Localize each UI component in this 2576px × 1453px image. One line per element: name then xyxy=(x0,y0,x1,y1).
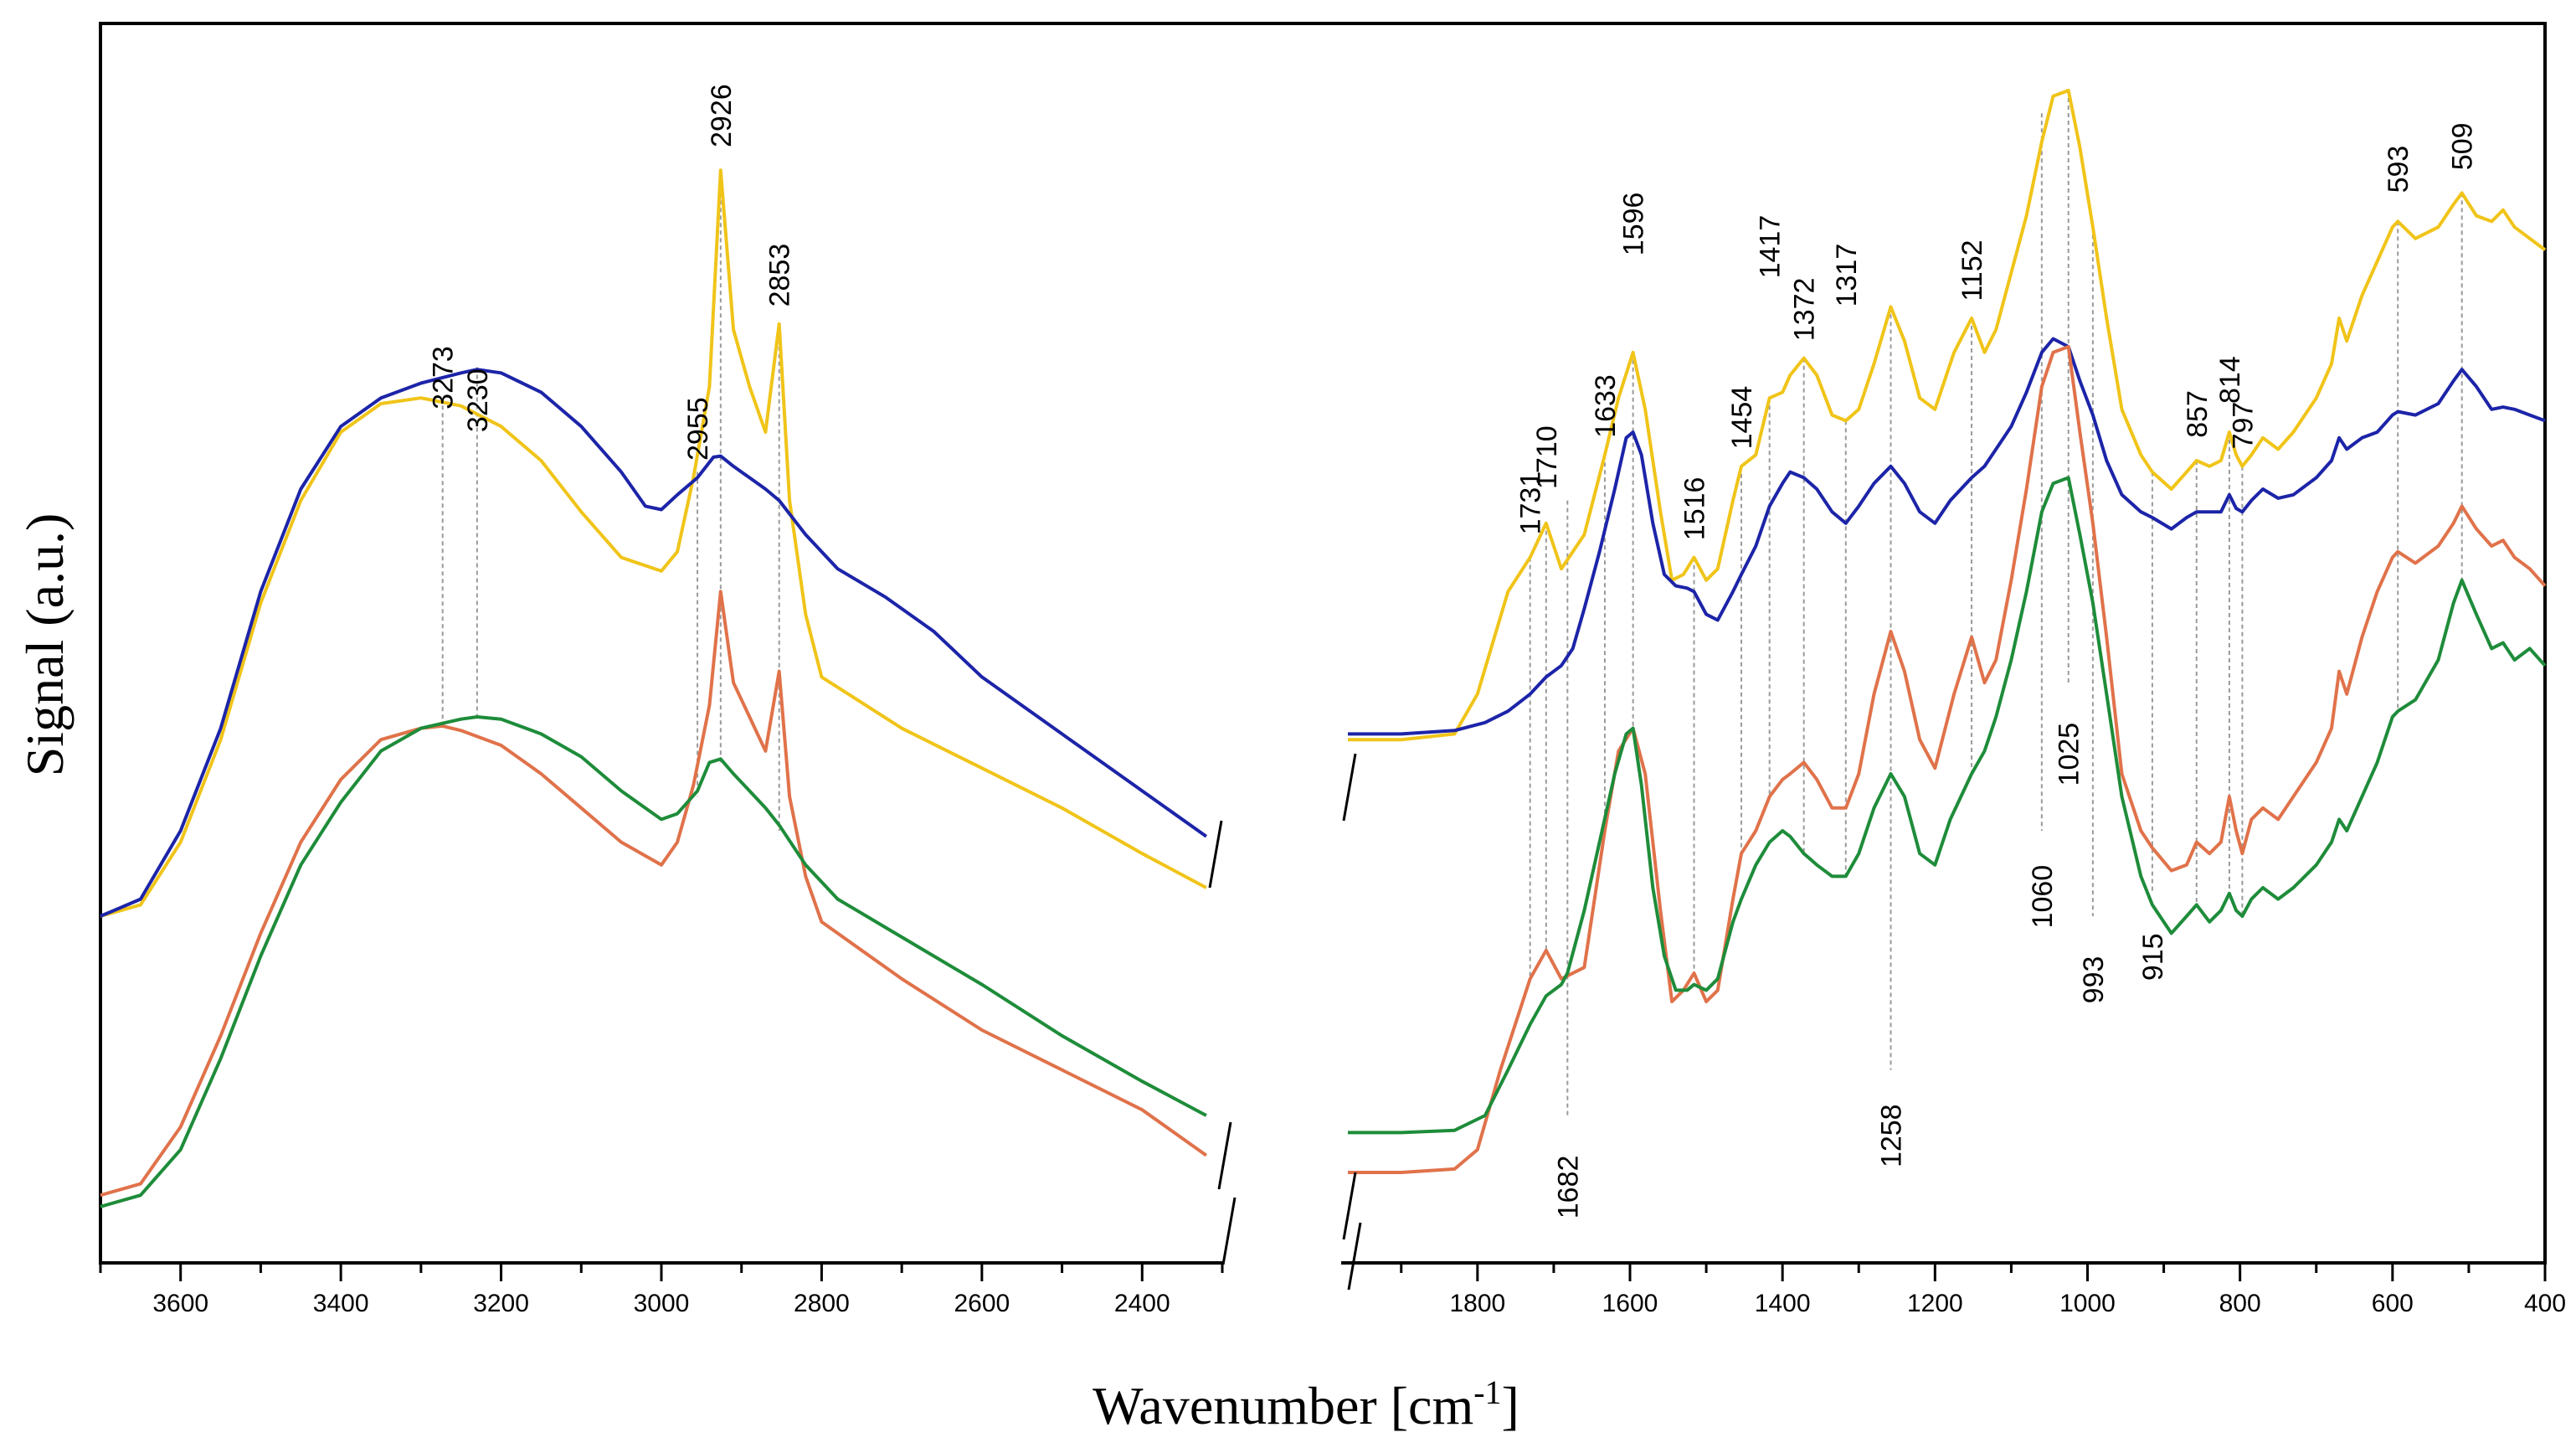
tick-label-1800: 1800 xyxy=(1449,1290,1505,1317)
peak-label-915: 915 xyxy=(2137,933,2169,981)
series-orange-low xyxy=(1348,345,2547,1174)
tick-label-3000: 3000 xyxy=(634,1290,690,1317)
peak-label-857: 857 xyxy=(2182,390,2214,438)
plot-frame xyxy=(99,22,2547,1265)
tick-label-1000: 1000 xyxy=(2059,1290,2116,1317)
tick-label-2800: 2800 xyxy=(794,1290,850,1317)
peak-label-1633: 1633 xyxy=(1590,374,1622,438)
tick-label-1200: 1200 xyxy=(1907,1290,1963,1317)
spectrum-series xyxy=(100,89,2547,1208)
peak-label-1417: 1417 xyxy=(1755,215,1787,279)
tick-label-600: 600 xyxy=(2372,1290,2414,1317)
x-axis-ticks: 3600 3400 3200 3000 2800 2600 2400 1800 1600 1400… xyxy=(99,1263,2566,1317)
peak-label-814: 814 xyxy=(2214,356,2246,404)
peak-guide-lines xyxy=(441,90,2463,1116)
peak-label-1710: 1710 xyxy=(1531,425,1563,489)
x-axis-title-exponent: -1 xyxy=(1473,1373,1501,1411)
break-mark-0 xyxy=(1208,820,1223,889)
peak-label-2955: 2955 xyxy=(682,397,714,461)
tick-label-2600: 2600 xyxy=(954,1290,1010,1317)
peak-label-993: 993 xyxy=(2078,956,2110,1004)
break-mark-3 xyxy=(1347,1222,1362,1291)
x-axis-title-close: ] xyxy=(1502,1376,1519,1435)
peak-label-1596: 1596 xyxy=(1618,193,1650,256)
series-blue-high xyxy=(100,368,1208,918)
peak-label-3273: 3273 xyxy=(428,346,460,410)
peak-label-2853: 2853 xyxy=(764,244,796,307)
peak-label-1060: 1060 xyxy=(2027,865,2059,929)
peak-label-1454: 1454 xyxy=(1726,386,1758,450)
series-orange-high xyxy=(100,590,1208,1198)
series-yellow-low xyxy=(1348,89,2547,742)
series-yellow-high xyxy=(100,168,1207,918)
peak-label-797: 797 xyxy=(2227,402,2259,450)
tick-label-3400: 3400 xyxy=(313,1290,369,1317)
tick-label-3600: 3600 xyxy=(152,1290,208,1317)
peak-label-1317: 1317 xyxy=(1831,244,1863,307)
tick-label-2400: 2400 xyxy=(1114,1290,1170,1317)
peak-label-3230: 3230 xyxy=(462,368,494,432)
peak-label-1258: 1258 xyxy=(1876,1104,1908,1167)
axis-break-gap xyxy=(1224,1248,1341,1281)
series-green-high xyxy=(100,715,1207,1208)
axis-break-marks xyxy=(1208,753,1362,1291)
peak-label-593: 593 xyxy=(2383,146,2414,193)
peak-label-1731: 1731 xyxy=(1515,471,1547,535)
peak-label-1682: 1682 xyxy=(1552,1156,1584,1219)
break-mark-1 xyxy=(1221,1197,1237,1265)
peak-label-1152: 1152 xyxy=(1956,240,1988,301)
break-mark-2 xyxy=(1342,753,1357,822)
tick-label-800: 800 xyxy=(2219,1290,2261,1317)
peak-label-1025: 1025 xyxy=(2054,723,2085,786)
peak-label-509: 509 xyxy=(2447,122,2479,170)
series-blue-low xyxy=(1348,337,2546,736)
tick-label-1600: 1600 xyxy=(1602,1290,1658,1317)
break-mark-4 xyxy=(1217,1121,1232,1190)
peak-label-1372: 1372 xyxy=(1789,278,1821,342)
peak-label-2926: 2926 xyxy=(706,84,738,147)
x-axis-title: Wavenumber [cm-1] xyxy=(1093,1373,1519,1435)
tick-label-400: 400 xyxy=(2524,1290,2566,1317)
y-axis-title: Signal (a.u.) xyxy=(15,513,75,777)
series-green-low xyxy=(1348,476,2547,1135)
peak-label-1516: 1516 xyxy=(1679,477,1711,541)
break-mark-5 xyxy=(1342,1172,1357,1240)
tick-label-3200: 3200 xyxy=(473,1290,529,1317)
x-axis-title-base: Wavenumber [cm xyxy=(1093,1376,1473,1435)
tick-label-1400: 1400 xyxy=(1755,1290,1811,1317)
